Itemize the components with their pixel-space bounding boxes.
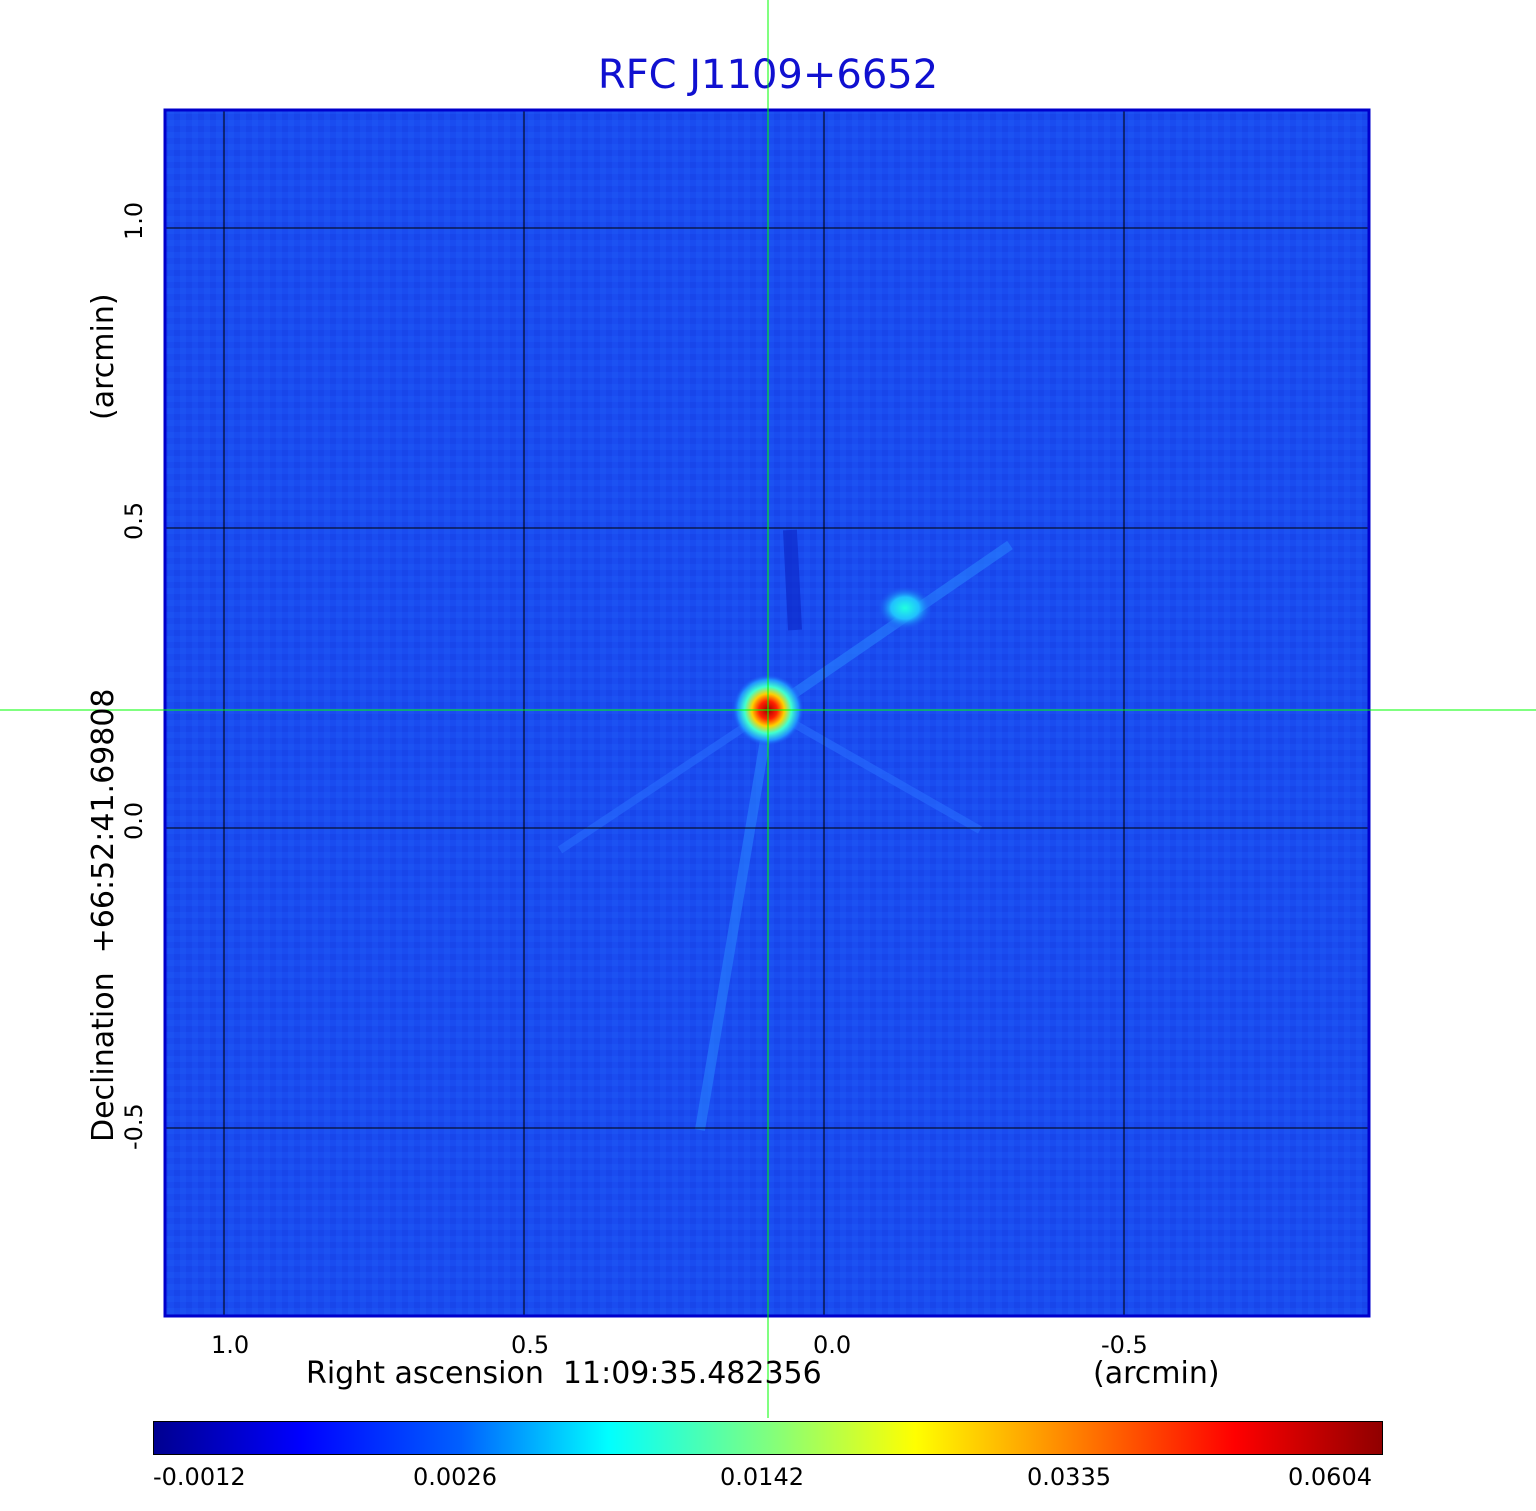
colorbar-tick: 0.0142 xyxy=(720,1463,804,1491)
y-tick: 1.0 xyxy=(120,201,148,240)
x-axis-unit: (arcmin) xyxy=(1093,1356,1220,1391)
colorbar-tick: 0.0604 xyxy=(1288,1463,1372,1491)
colorbar-tick: -0.0012 xyxy=(153,1463,246,1491)
colorbar xyxy=(153,1421,1383,1455)
y-tick: -0.5 xyxy=(120,1103,148,1150)
jet-streaks xyxy=(557,529,1013,1131)
map-frame xyxy=(163,108,1371,1318)
colorbar-tick: 0.0026 xyxy=(413,1463,497,1491)
x-tick: 0.5 xyxy=(511,1331,550,1359)
coordinate-grid xyxy=(165,110,1369,1316)
x-tick: 1.0 xyxy=(211,1331,250,1359)
x-tick: 0.0 xyxy=(813,1331,852,1359)
crosshair xyxy=(0,0,1536,1418)
x-tick: -0.5 xyxy=(1101,1331,1148,1359)
jet-knot xyxy=(877,586,933,630)
y-axis-unit: (arcmin) xyxy=(86,293,121,420)
colorbar-tick: 0.0335 xyxy=(1027,1463,1111,1491)
x-axis-label: Right ascension 11:09:35.482356 xyxy=(306,1356,822,1391)
y-tick: 0.5 xyxy=(120,501,148,540)
y-tick: 0.0 xyxy=(120,801,148,840)
y-axis-label: Declination +66:52:41.69808 xyxy=(86,688,121,1142)
